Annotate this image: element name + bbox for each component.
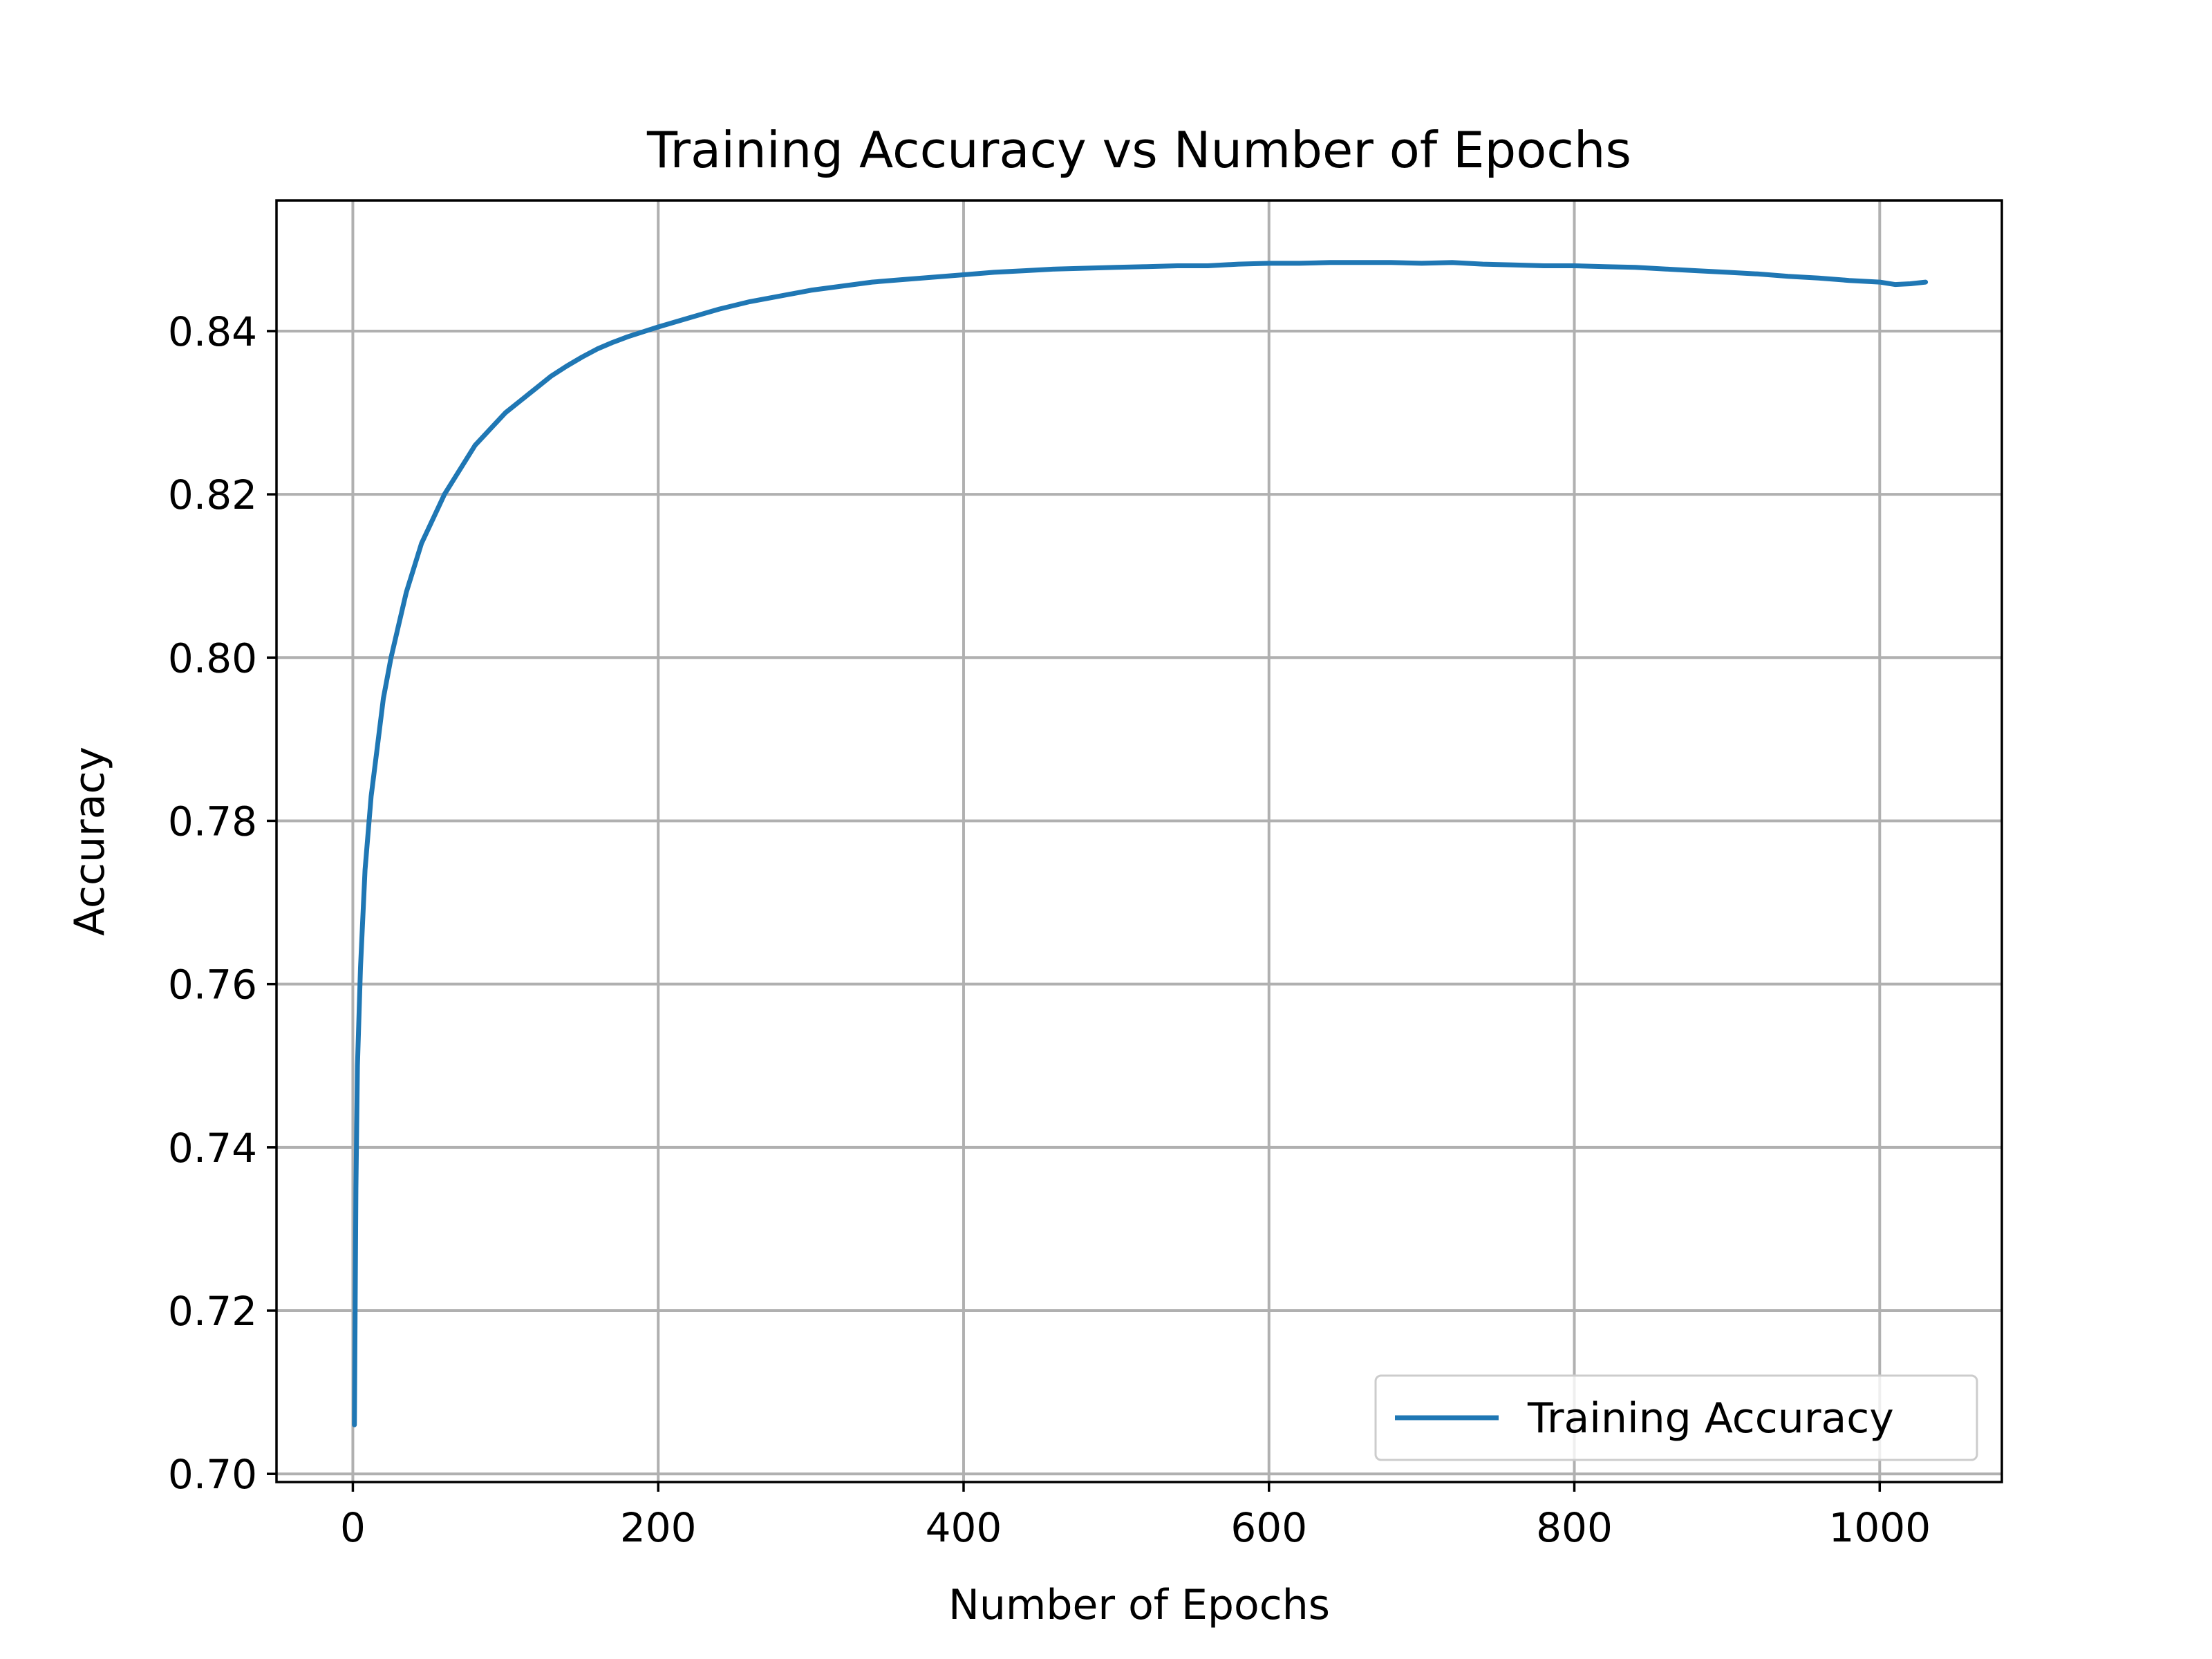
x-axis-label: Number of Epochs [948,1581,1330,1629]
x-tick-label: 400 [926,1504,1002,1551]
y-tick-label: 0.84 [168,308,257,355]
legend-box [1374,1374,1978,1461]
y-axis-label: Accuracy [66,747,114,936]
series-layer [352,260,1929,1427]
legend-label: Training Accuracy [1527,1394,1894,1443]
x-axis-ticks: 0 200 400 600 800 1000 [340,1482,1931,1551]
y-tick-label: 0.76 [168,962,257,1009]
x-tick-label: 1000 [1828,1504,1931,1551]
y-axis-ticks: 0.70 0.72 0.74 0.76 0.78 0.80 0.82 0.84 [168,308,276,1498]
plot-frame [275,199,2003,1483]
chart-title: Training Accuracy vs Number of Epochs [646,121,1631,179]
y-tick-label: 0.80 [168,635,257,682]
y-tick-label: 0.70 [168,1451,257,1498]
grid [276,200,2002,1482]
y-tick-label: 0.82 [168,471,257,518]
series-line-training-accuracy [352,260,1929,1427]
x-tick-label: 0 [340,1504,366,1551]
y-tick-label: 0.78 [168,798,257,845]
y-tick-label: 0.72 [168,1288,257,1335]
legend: Training Accuracy [1374,1374,1978,1461]
x-tick-label: 800 [1536,1504,1613,1551]
x-tick-label: 600 [1230,1504,1307,1551]
x-tick-label: 200 [620,1504,697,1551]
y-tick-label: 0.74 [168,1125,257,1172]
